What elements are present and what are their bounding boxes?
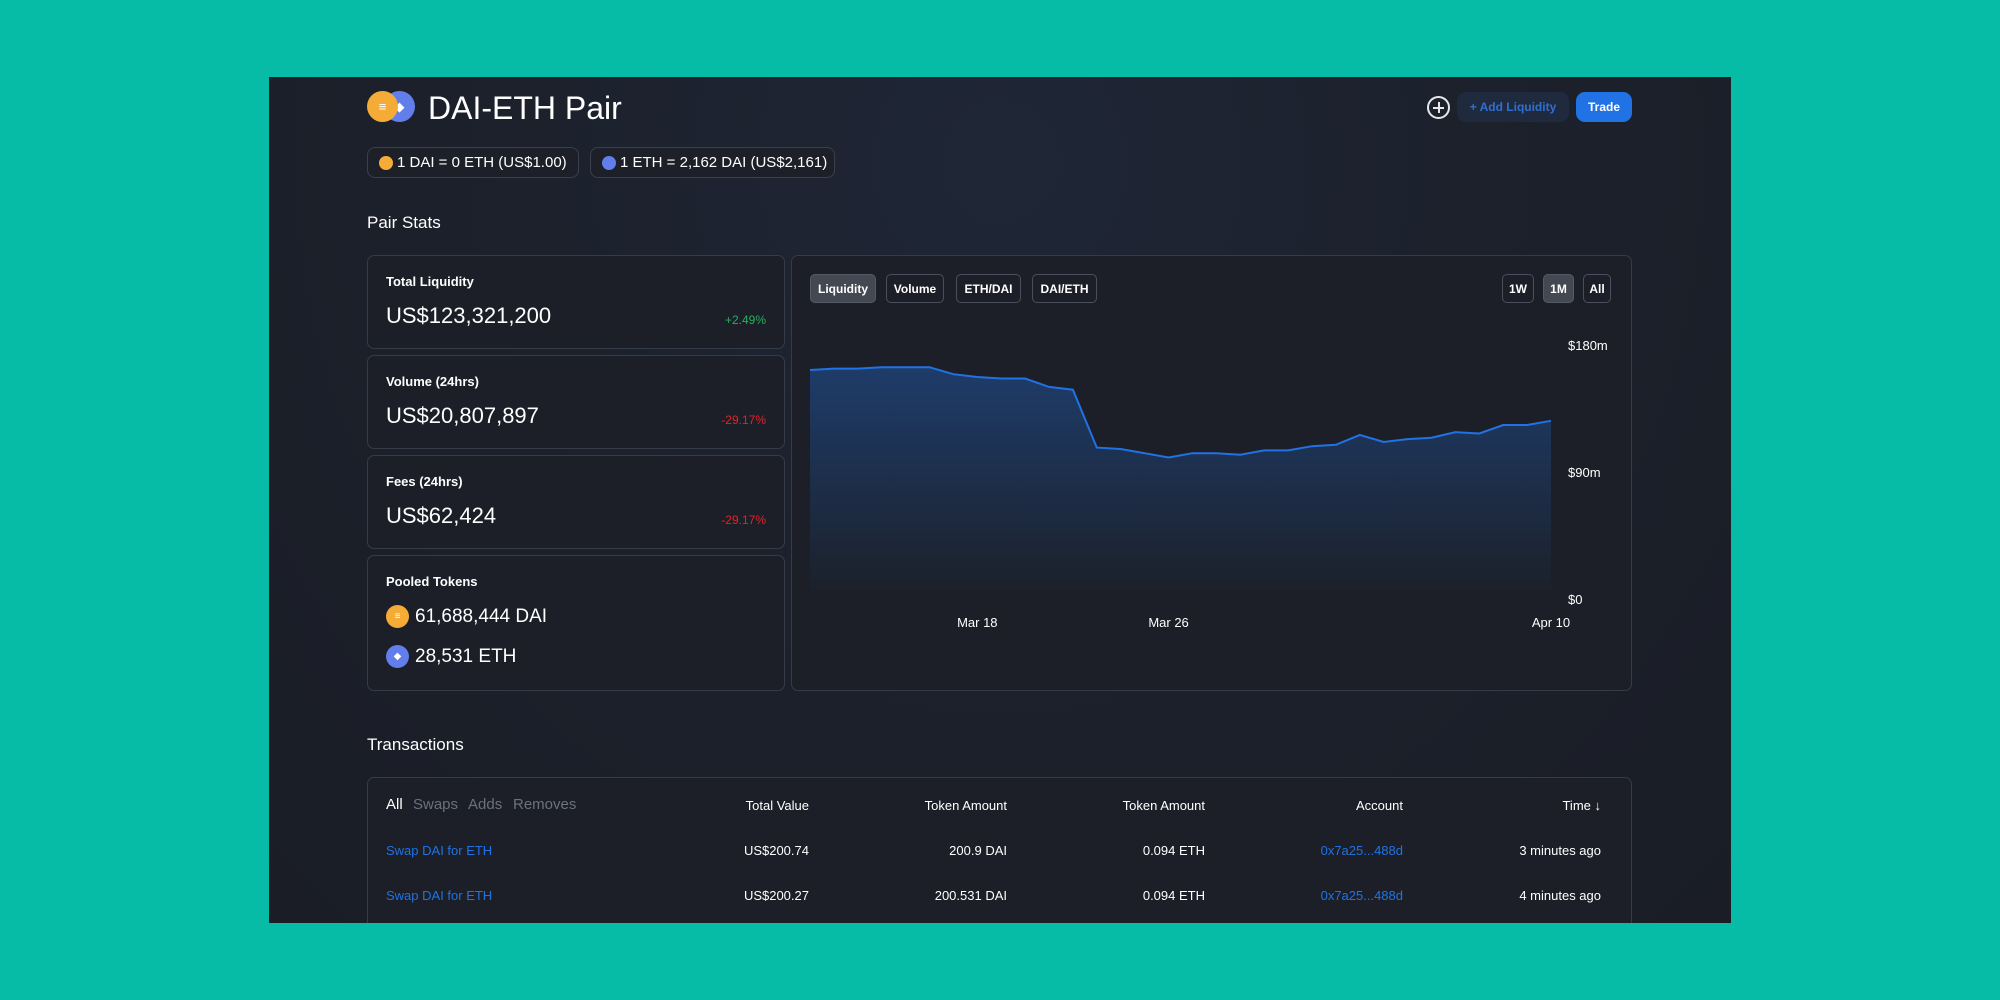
pooled-tokens-card: Pooled Tokens ≡ 61,688,444 DAI ◆ 28,531 … — [367, 555, 785, 691]
x-tick-label: Mar 18 — [957, 615, 997, 630]
main-content: ≡ ◆ DAI-ETH Pair + Add Liquidity Trade 1… — [367, 77, 1632, 923]
y-axis-ticks: $180m $90m $0 — [1568, 338, 1608, 607]
pooled-eth-row: ◆ 28,531 ETH — [386, 645, 516, 668]
fees-card: Fees (24hrs) US$62,424 -29.17% — [367, 455, 785, 549]
tab-liquidity[interactable]: Liquidity — [810, 274, 876, 303]
y-tick-label: $90m — [1568, 465, 1601, 480]
total-liquidity-value: US$123,321,200 — [386, 303, 552, 328]
liquidity-line — [809, 366, 1552, 459]
dai-token-icon: ≡ — [367, 91, 398, 122]
page-title: DAI-ETH Pair — [428, 90, 622, 126]
transactions-title: Transactions — [367, 735, 464, 754]
tx-token-amount-b: 0.094 ETH — [1142, 843, 1205, 858]
pooled-dai-row: ≡ 61,688,444 DAI — [386, 605, 547, 628]
filter-adds[interactable]: Adds — [468, 796, 503, 813]
column-header-account[interactable]: Account — [1356, 798, 1403, 813]
trade-button[interactable]: Trade — [1576, 92, 1632, 122]
eth-price-pill: 1 ETH = 2,162 DAI (US$2,161) — [590, 147, 835, 178]
tx-token-amount-a: 200.531 DAI — [934, 888, 1007, 903]
pair-stats-title: Pair Stats — [367, 213, 441, 232]
filter-swaps[interactable]: Swaps — [413, 796, 459, 813]
tx-account-link[interactable]: 0x7a25...488d — [1320, 843, 1403, 858]
volume-delta: -29.17% — [721, 413, 766, 427]
tx-token-amount-a: 200.9 DAI — [949, 843, 1007, 858]
tab-volume[interactable]: Volume — [886, 274, 944, 303]
total-liquidity-delta: +2.49% — [724, 313, 766, 327]
range-1w[interactable]: 1W — [1502, 274, 1534, 303]
tx-type-link[interactable]: Swap DAI for ETH — [386, 888, 493, 903]
eth-token-icon: ◆ — [386, 645, 409, 668]
filter-removes[interactable]: Removes — [513, 796, 577, 813]
page-header: ≡ ◆ DAI-ETH Pair + Add Liquidity Trade — [367, 87, 1632, 129]
tx-type-link[interactable]: Swap DAI for ETH — [386, 843, 493, 858]
tx-total-value: US$200.27 — [743, 888, 809, 903]
column-header-token-amount-a[interactable]: Token Amount — [924, 798, 1007, 813]
tab-dai-eth[interactable]: DAI/ETH — [1032, 274, 1097, 303]
x-tick-label: Apr 10 — [1532, 615, 1570, 630]
tx-token-amount-b: 0.094 ETH — [1142, 888, 1205, 903]
pooled-eth-amount: 28,531 ETH — [415, 645, 517, 667]
filter-all[interactable]: All — [386, 796, 403, 813]
dai-price-pill: 1 DAI = 0 ETH (US$1.00) — [367, 147, 579, 178]
eth-token-icon — [602, 155, 616, 170]
volume-value: US$20,807,897 — [386, 403, 539, 428]
x-axis-ticks: Mar 18 Mar 26 Apr 10 — [957, 615, 1570, 630]
total-liquidity-card: Total Liquidity US$123,321,200 +2.49% — [367, 255, 785, 349]
x-tick-label: Mar 26 — [1148, 615, 1188, 630]
liquidity-chart[interactable]: $180m $90m $0 Mar 18 Mar 26 Apr 10 — [792, 256, 1633, 692]
plus-circle-icon[interactable] — [1427, 96, 1450, 119]
fees-delta: -29.17% — [721, 513, 766, 527]
app-frame: ≡ ◆ DAI-ETH Pair + Add Liquidity Trade 1… — [269, 77, 1731, 923]
range-1m[interactable]: 1M — [1543, 274, 1574, 303]
column-header-token-amount-b[interactable]: Token Amount — [1122, 798, 1205, 813]
tx-account-link[interactable]: 0x7a25...488d — [1320, 888, 1403, 903]
tx-time: 3 minutes ago — [1519, 843, 1601, 858]
transactions-table: All Swaps Adds Removes Total Value Token… — [367, 777, 1632, 923]
eth-price-text: 1 ETH = 2,162 DAI (US$2,161) — [620, 154, 828, 171]
column-header-time[interactable]: Time ↓ — [1562, 798, 1601, 813]
y-tick-label: $180m — [1568, 338, 1608, 353]
tx-total-value: US$200.74 — [743, 843, 809, 858]
chart-panel: Liquidity Volume ETH/DAI DAI/ETH 1W 1M A… — [791, 255, 1632, 691]
token-pair-logos: ≡ ◆ — [367, 91, 415, 123]
range-all[interactable]: All — [1583, 274, 1611, 303]
volume-card: Volume (24hrs) US$20,807,897 -29.17% — [367, 355, 785, 449]
volume-label: Volume (24hrs) — [386, 374, 479, 389]
pooled-tokens-label: Pooled Tokens — [386, 574, 478, 589]
dai-price-text: 1 DAI = 0 ETH (US$1.00) — [397, 154, 567, 171]
tx-time: 4 minutes ago — [1519, 888, 1601, 903]
y-tick-label: $0 — [1568, 592, 1582, 607]
tab-eth-dai[interactable]: ETH/DAI — [956, 274, 1021, 303]
liquidity-area — [810, 367, 1551, 590]
dai-token-icon — [379, 155, 393, 170]
add-liquidity-button[interactable]: + Add Liquidity — [1457, 92, 1569, 122]
fees-label: Fees (24hrs) — [386, 474, 463, 489]
pooled-dai-amount: 61,688,444 DAI — [415, 605, 548, 627]
column-header-total-value[interactable]: Total Value — [745, 798, 809, 813]
total-liquidity-label: Total Liquidity — [386, 274, 474, 289]
fees-value: US$62,424 — [386, 503, 497, 528]
dai-token-icon: ≡ — [386, 605, 409, 628]
